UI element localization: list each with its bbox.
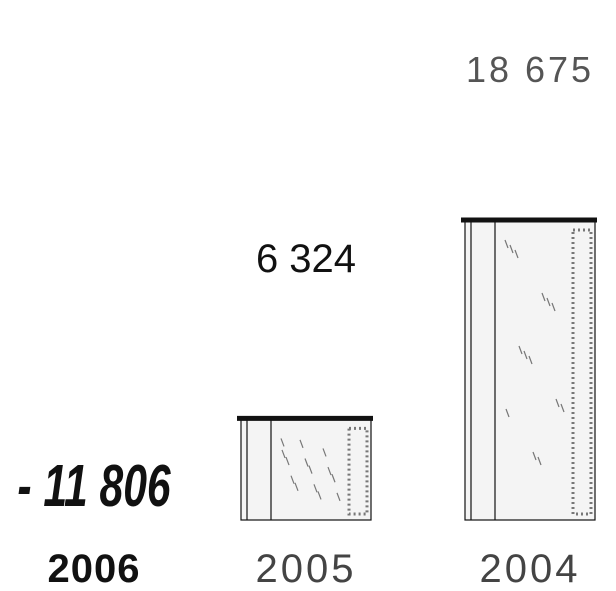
bar-2005: [237, 415, 373, 521]
category-label-2004: 2004: [480, 547, 581, 591]
bars-group: [237, 217, 597, 521]
value-label-2005: 6 324: [256, 237, 356, 281]
labels-group: - 11 806 2006 6 324 2005 18 675 2004: [17, 49, 594, 591]
category-label-2005: 2005: [256, 547, 357, 591]
bar-2004: [461, 217, 597, 521]
value-label-2004: 18 675: [466, 49, 594, 90]
value-label-2006: - 11 806: [17, 453, 171, 520]
category-label-2006: 2006: [48, 547, 141, 591]
